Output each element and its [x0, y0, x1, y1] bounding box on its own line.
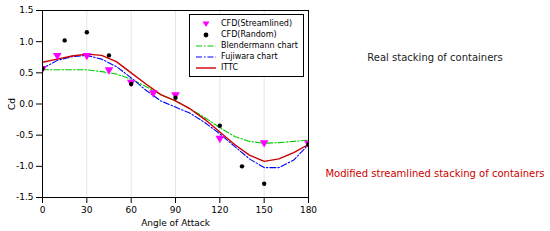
svg-text:Angle of Attack: Angle of Attack — [141, 218, 211, 228]
svg-text:0.5: 0.5 — [19, 68, 33, 78]
svg-text:0: 0 — [40, 205, 46, 215]
svg-text:30: 30 — [81, 205, 93, 215]
html-text:Modified streamlined stacking: Modified streamlined stacking of contain… — [325, 167, 545, 179]
svg-text:-1.0: -1.0 — [16, 161, 34, 171]
html-text:Fujiwara chart: Fujiwara chart — [221, 52, 278, 61]
svg-text:0.0: 0.0 — [19, 99, 34, 109]
svg-text:180: 180 — [300, 205, 317, 215]
svg-text:60: 60 — [125, 205, 137, 215]
svg-text:150: 150 — [256, 205, 273, 215]
svg-text:1.5: 1.5 — [19, 5, 33, 15]
html-text:CFD(Random): CFD(Random) — [221, 30, 277, 39]
html-text:Blendermann chart: Blendermann chart — [221, 41, 298, 50]
svg-text:-0.5: -0.5 — [16, 130, 34, 140]
html-text:CFD(Streamlined): CFD(Streamlined) — [221, 19, 292, 28]
svg-text:Cd: Cd — [7, 98, 17, 110]
svg-text:-1.5: -1.5 — [16, 192, 34, 202]
svg-text:120: 120 — [211, 205, 228, 215]
html-text:ITTC: ITTC — [221, 63, 239, 72]
svg-text:90: 90 — [170, 205, 182, 215]
html-text:Real stacking of containers: Real stacking of containers — [367, 52, 503, 64]
svg-text:1.0: 1.0 — [19, 37, 34, 47]
